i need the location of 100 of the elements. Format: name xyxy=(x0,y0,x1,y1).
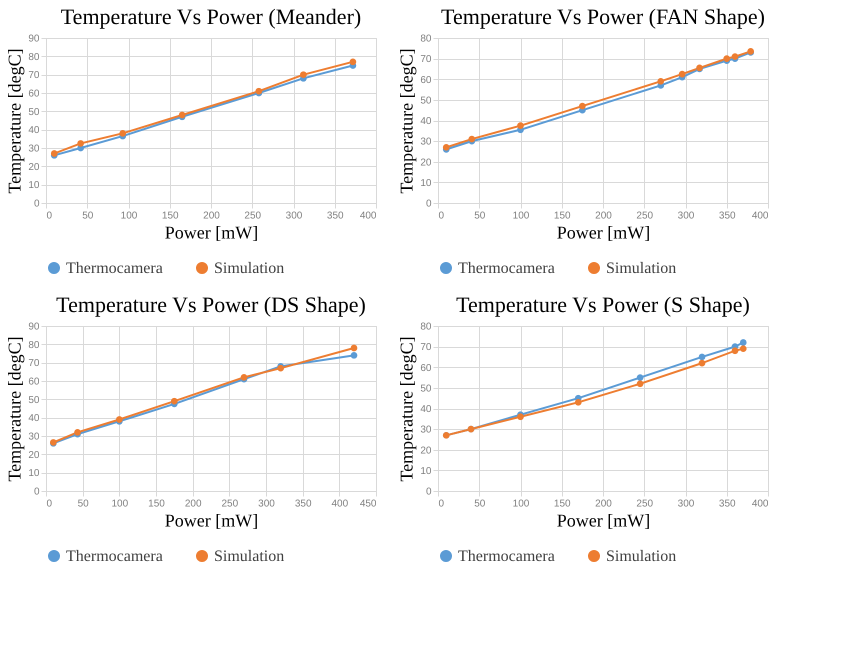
y-tick-label: 60 xyxy=(420,74,432,86)
x-tick-label: 0 xyxy=(438,498,444,510)
y-tick-label: 30 xyxy=(420,424,432,436)
point xyxy=(517,122,524,130)
y-axis-title: Temperature [degC] xyxy=(396,48,416,194)
x-tick-label: 50 xyxy=(78,498,90,510)
x-tick-label: 150 xyxy=(554,210,572,222)
y-tick-label: 20 xyxy=(28,450,40,461)
chart-title: Temperature Vs Power (FAN Shape) xyxy=(441,4,765,29)
point xyxy=(350,58,356,66)
y-tick-label: 20 xyxy=(28,162,40,173)
chart-title: Temperature Vs Power (S Shape) xyxy=(456,292,750,317)
x-tick-label: 250 xyxy=(636,210,654,222)
x-tick-label: 50 xyxy=(82,210,94,222)
y-tick-label: 40 xyxy=(420,116,432,127)
y-tick-label: 70 xyxy=(420,54,432,66)
point xyxy=(636,380,644,388)
x-tick-label: 350 xyxy=(718,210,736,222)
y-tick-label: 30 xyxy=(420,136,432,148)
point xyxy=(740,345,747,352)
point xyxy=(698,354,706,360)
x-tick-label: 100 xyxy=(111,498,129,510)
x-tick-label: 300 xyxy=(286,210,303,222)
point xyxy=(300,71,307,78)
x-tick-label: 350 xyxy=(294,498,312,510)
point xyxy=(678,70,686,78)
y-tick-label: 60 xyxy=(420,362,432,374)
x-tick-label: 200 xyxy=(595,498,612,510)
point xyxy=(723,55,730,62)
y-tick-label: 30 xyxy=(28,432,40,442)
y-tick-label: 0 xyxy=(34,198,40,210)
legend-label: Simulation xyxy=(606,548,676,565)
x-tick-label: 450 xyxy=(360,498,377,510)
x-tick-label: 50 xyxy=(474,498,486,510)
y-axis-title: Temperature [degC] xyxy=(4,48,24,194)
chart-title: Temperature Vs Power (DS Shape) xyxy=(56,292,366,317)
y-tick-label: 10 xyxy=(420,466,432,477)
y-tick-label: 70 xyxy=(420,342,432,354)
x-tick-label: 400 xyxy=(752,498,769,510)
point xyxy=(119,130,126,137)
legend-label: Thermocamera xyxy=(66,548,163,565)
x-axis-title: Power [mW] xyxy=(164,222,258,242)
x-tick-label: 0 xyxy=(46,210,52,222)
y-tick-label: 50 xyxy=(28,106,40,118)
x-tick-label: 250 xyxy=(244,210,262,222)
y-tick-label: 40 xyxy=(28,125,40,136)
y-tick-label: 80 xyxy=(28,340,40,351)
y-tick-label: 10 xyxy=(420,178,432,189)
x-tick-label: 400 xyxy=(331,498,349,510)
x-tick-label: 200 xyxy=(595,210,612,222)
y-tick-label: 40 xyxy=(420,404,432,415)
y-tick-label: 50 xyxy=(420,95,432,106)
y-tick-label: 90 xyxy=(28,322,40,332)
x-tick-label: 0 xyxy=(46,498,52,510)
point xyxy=(350,344,358,352)
y-tick-label: 10 xyxy=(28,468,40,480)
x-tick-label: 300 xyxy=(678,498,695,510)
x-tick-label: 350 xyxy=(326,210,344,222)
legend-label: Thermocamera xyxy=(458,260,555,277)
y-tick-label: 80 xyxy=(28,52,40,63)
y-tick-label: 50 xyxy=(28,394,40,406)
y-tick-label: 70 xyxy=(28,70,40,82)
x-tick-label: 350 xyxy=(718,498,736,510)
y-tick-label: 30 xyxy=(28,144,40,154)
x-axis-title: Power [mW] xyxy=(556,222,650,242)
y-tick-label: 20 xyxy=(420,157,432,168)
y-tick-label: 50 xyxy=(420,383,432,394)
y-axis-title: Temperature [degC] xyxy=(396,336,416,482)
y-axis-title: Temperature [degC] xyxy=(4,336,24,482)
x-tick-label: 400 xyxy=(752,210,769,222)
y-tick-label: 40 xyxy=(28,413,40,424)
legend-label: Simulation xyxy=(214,260,284,277)
y-tick-label: 20 xyxy=(420,445,432,456)
point xyxy=(574,398,582,406)
point xyxy=(732,347,738,354)
point xyxy=(579,102,586,110)
legend-label: Thermocamera xyxy=(458,548,555,565)
y-tick-label: 70 xyxy=(28,358,40,370)
point xyxy=(442,144,450,151)
legend-label: Simulation xyxy=(606,260,676,277)
x-tick-label: 250 xyxy=(221,498,239,510)
x-tick-label: 150 xyxy=(162,210,180,222)
chart-title: Temperature Vs Power (Meander) xyxy=(60,4,362,29)
y-tick-label: 10 xyxy=(28,180,40,192)
y-tick-label: 60 xyxy=(28,88,40,100)
y-tick-label: 90 xyxy=(28,34,40,44)
y-tick-label: 0 xyxy=(426,198,432,210)
y-tick-label: 80 xyxy=(420,322,432,332)
x-tick-label: 300 xyxy=(258,498,276,510)
x-axis-title: Power [mW] xyxy=(556,510,650,530)
x-tick-label: 200 xyxy=(203,210,220,222)
x-tick-label: 250 xyxy=(636,498,654,510)
x-axis-title: Power [mW] xyxy=(164,510,258,530)
x-tick-label: 300 xyxy=(678,210,695,222)
x-tick-label: 150 xyxy=(148,498,166,510)
point xyxy=(636,374,644,381)
x-tick-label: 100 xyxy=(512,498,530,510)
x-tick-label: 50 xyxy=(474,210,486,222)
y-tick-label: 0 xyxy=(426,486,432,498)
point xyxy=(77,140,84,147)
